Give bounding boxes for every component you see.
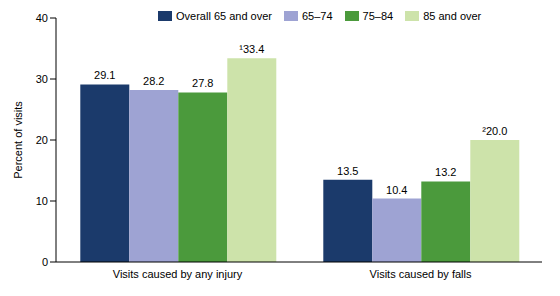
svg-text:²20.0: ²20.0 xyxy=(482,125,507,137)
svg-text:0: 0 xyxy=(42,256,48,268)
svg-text:Percent of visits: Percent of visits xyxy=(12,101,24,179)
svg-text:Visits caused by any injury: Visits caused by any injury xyxy=(113,268,243,280)
svg-text:20: 20 xyxy=(36,134,48,146)
svg-text:28.2: 28.2 xyxy=(143,75,164,87)
svg-text:27.8: 27.8 xyxy=(192,77,213,89)
svg-text:10: 10 xyxy=(36,195,48,207)
html-text:Overall 65 and over: Overall 65 and over xyxy=(176,10,272,22)
svg-text:¹33.4: ¹33.4 xyxy=(239,43,264,55)
svg-text:13.2: 13.2 xyxy=(435,166,456,178)
svg-text:13.5: 13.5 xyxy=(337,165,358,177)
html-text:65–74: 65–74 xyxy=(302,10,333,22)
html-text:75–84: 75–84 xyxy=(362,10,394,22)
svg-text:Visits caused by falls: Visits caused by falls xyxy=(370,268,472,280)
svg-text:29.1: 29.1 xyxy=(94,69,115,81)
html-text:85 and over: 85 and over xyxy=(423,10,482,22)
svg-text:30: 30 xyxy=(36,73,48,85)
svg-text:40: 40 xyxy=(36,12,48,24)
svg-text:10.4: 10.4 xyxy=(386,184,407,196)
